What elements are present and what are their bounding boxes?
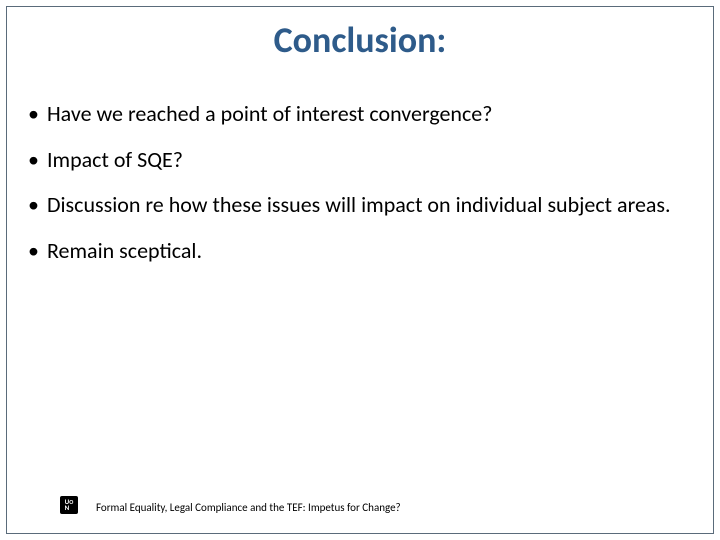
logo-badge: UON — [60, 496, 78, 514]
university-logo: UON — [60, 496, 86, 518]
footer-text: Formal Equality, Legal Compliance and th… — [96, 501, 401, 514]
slide-footer: UON Formal Equality, Legal Compliance an… — [60, 496, 401, 518]
slide-border — [6, 6, 714, 534]
